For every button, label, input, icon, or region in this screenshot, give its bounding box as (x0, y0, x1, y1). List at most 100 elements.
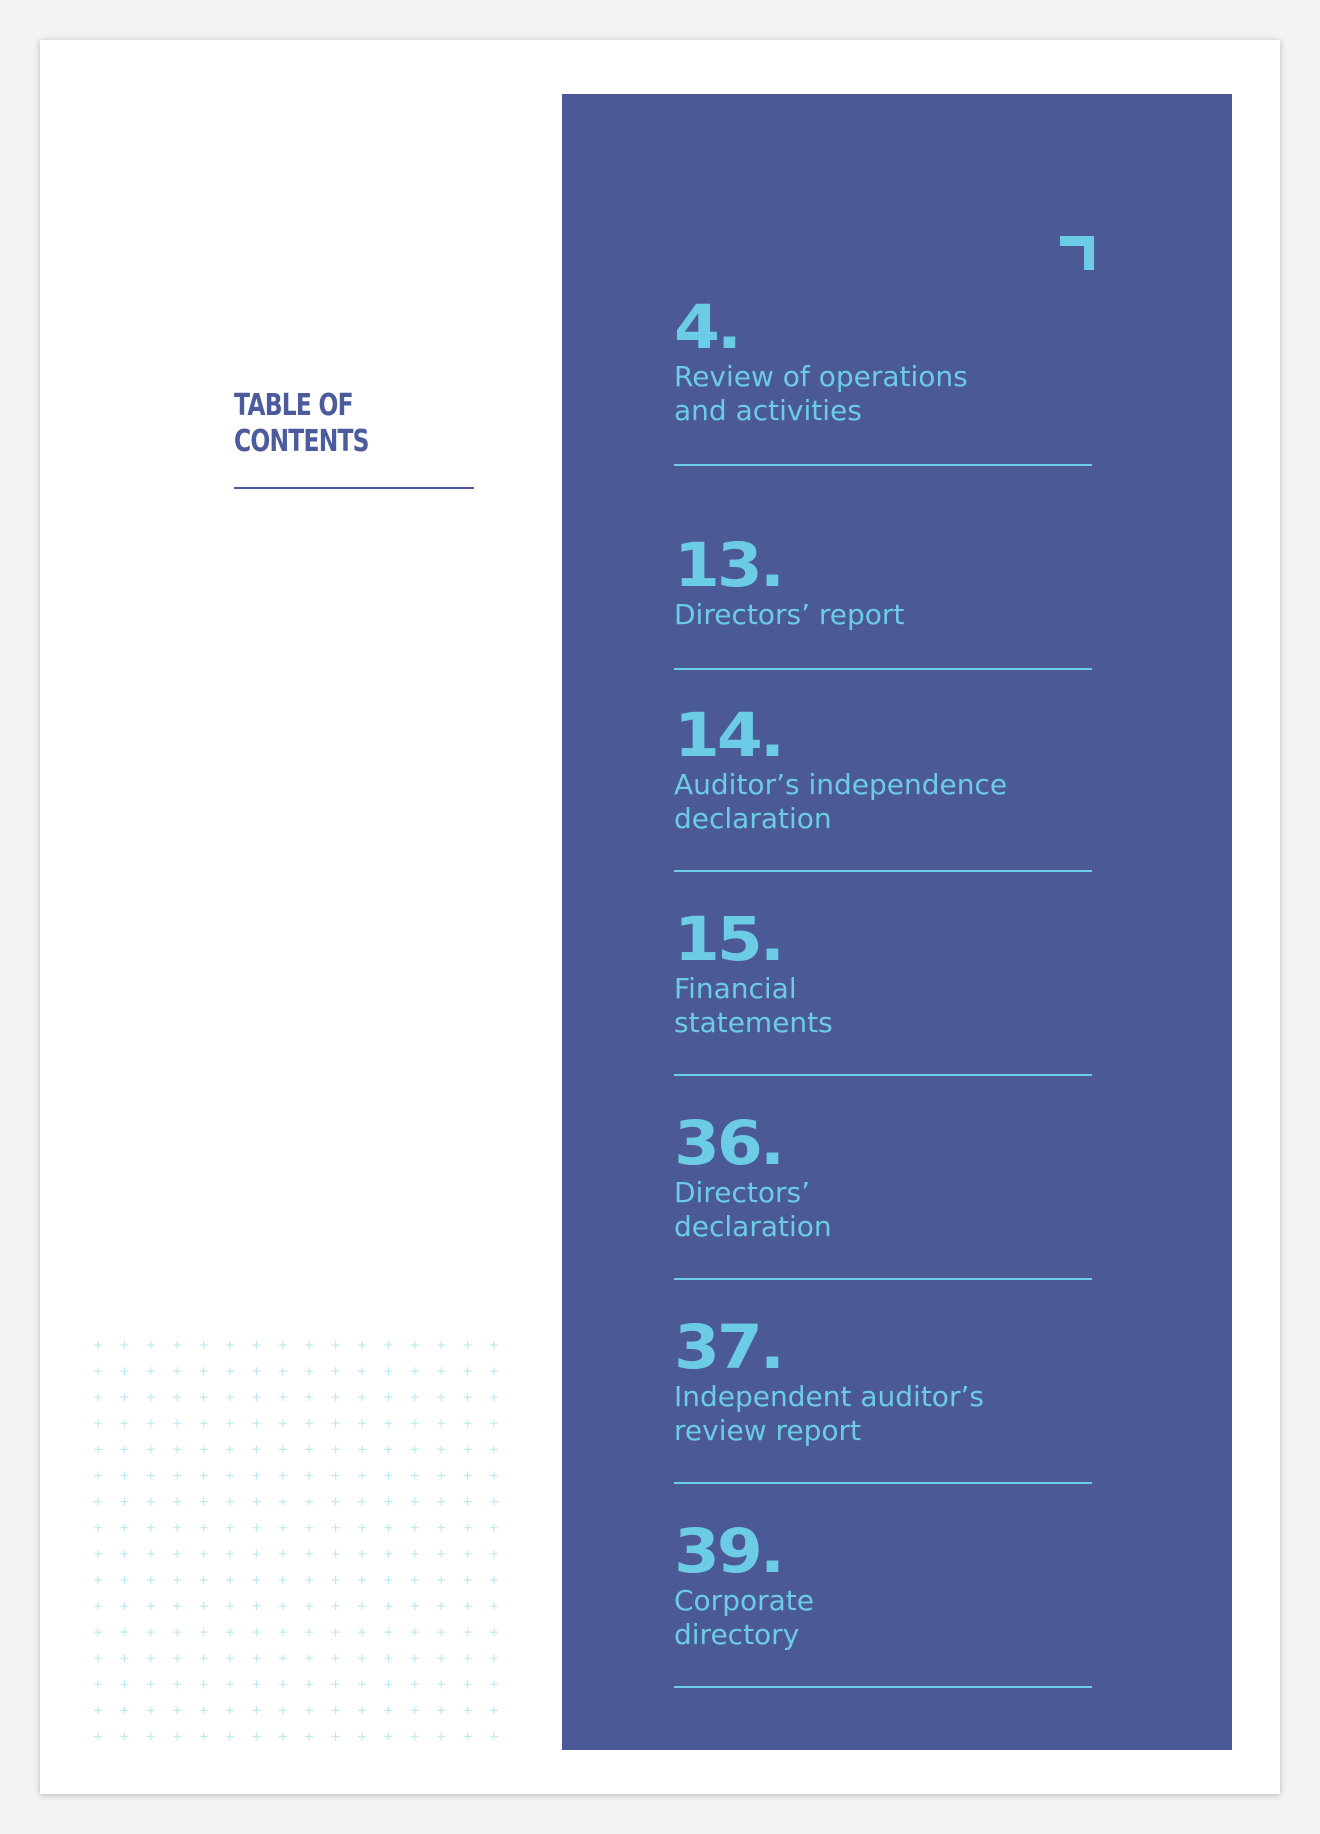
plus-mark (384, 1419, 393, 1428)
plus-mark (278, 1523, 287, 1532)
plus-mark (252, 1419, 261, 1428)
plus-mark (331, 1497, 340, 1506)
plus-mark (358, 1497, 366, 1506)
plus-mark (463, 1393, 472, 1402)
plus-mark (120, 1680, 129, 1689)
plus-mark (490, 1732, 498, 1741)
plus-mark (305, 1419, 314, 1428)
plus-mark (94, 1419, 102, 1428)
entry-page-number: 15. (674, 903, 785, 975)
plus-mark (384, 1732, 393, 1741)
plus-mark (410, 1445, 419, 1454)
plus-mark (252, 1471, 261, 1480)
title-line-2: CONTENTS (234, 424, 370, 459)
plus-mark (463, 1445, 472, 1454)
plus-mark (120, 1497, 129, 1506)
plus-mark (463, 1575, 472, 1584)
toc-entry-review-of-operations[interactable]: 4. Review of operations and activities (674, 292, 1092, 466)
plus-mark (199, 1628, 208, 1637)
entry-divider (674, 1482, 1092, 1484)
plus-mark (120, 1367, 129, 1376)
plus-mark (358, 1549, 366, 1558)
plus-mark (226, 1419, 234, 1428)
plus-mark (120, 1628, 129, 1637)
plus-mark (278, 1341, 287, 1349)
plus-mark (252, 1341, 261, 1349)
plus-mark (278, 1732, 287, 1741)
plus-mark (278, 1575, 287, 1584)
plus-mark (384, 1523, 393, 1532)
plus-mark (358, 1445, 366, 1454)
plus-mark (331, 1602, 340, 1610)
entry-title: Directors’ declaration (674, 1176, 832, 1243)
toc-entry-directors-report[interactable]: 13. Directors’ report (674, 530, 1092, 670)
plus-mark (146, 1549, 155, 1558)
plus-mark (252, 1575, 261, 1584)
plus-mark (490, 1680, 498, 1689)
plus-mark (226, 1549, 234, 1558)
plus-mark (463, 1602, 472, 1610)
plus-mark (490, 1497, 498, 1506)
plus-mark (94, 1341, 102, 1349)
plus-mark (146, 1628, 155, 1637)
toc-entry-independent-auditors-review-report[interactable]: 37. Independent auditor’s review report (674, 1312, 1092, 1484)
entry-title: Auditor’s independence declaration (674, 768, 1008, 835)
plus-mark (358, 1393, 366, 1402)
plus-mark (199, 1367, 208, 1376)
entry-page-number: 4. (674, 291, 742, 363)
entry-page-number: 13. (674, 529, 785, 601)
plus-mark (252, 1680, 261, 1689)
plus-mark (463, 1341, 472, 1349)
plus-mark (94, 1575, 102, 1584)
plus-mark (331, 1393, 340, 1402)
plus-mark (146, 1523, 155, 1532)
toc-entry-auditors-independence-declaration[interactable]: 14. Auditor’s independence declaration (674, 700, 1092, 872)
plus-mark (358, 1680, 366, 1689)
plus-mark (410, 1419, 419, 1428)
plus-mark (331, 1419, 340, 1428)
plus-mark (252, 1654, 261, 1663)
plus-mark (331, 1575, 340, 1584)
plus-mark (437, 1654, 446, 1663)
plus-mark (94, 1445, 102, 1454)
plus-mark (463, 1628, 472, 1637)
plus-mark (305, 1341, 314, 1349)
plus-mark (305, 1575, 314, 1584)
plus-mark (173, 1575, 182, 1584)
plus-mark (173, 1706, 182, 1715)
plus-mark (226, 1680, 234, 1689)
plus-mark (94, 1497, 102, 1506)
plus-mark (437, 1575, 446, 1584)
plus-mark (173, 1419, 182, 1428)
plus-mark (358, 1341, 366, 1349)
plus-mark (278, 1367, 287, 1376)
plus-mark (410, 1471, 419, 1480)
plus-mark (490, 1549, 498, 1558)
plus-mark (490, 1654, 498, 1663)
entry-page-number: 36. (674, 1107, 785, 1179)
plus-mark (173, 1628, 182, 1637)
toc-entry-corporate-directory[interactable]: 39. Corporate directory (674, 1516, 1092, 1688)
plus-mark (252, 1706, 261, 1715)
plus-mark (305, 1602, 314, 1610)
plus-mark (437, 1732, 446, 1741)
toc-entry-directors-declaration[interactable]: 36. Directors’ declaration (674, 1108, 1092, 1280)
plus-mark (331, 1732, 340, 1741)
plus-mark (146, 1602, 155, 1610)
plus-mark (120, 1341, 129, 1349)
plus-mark (252, 1549, 261, 1558)
plus-mark (463, 1419, 472, 1428)
corner-bracket-icon (1060, 236, 1094, 270)
plus-mark (94, 1680, 102, 1689)
page-title: TABLE OF CONTENTS (234, 388, 370, 460)
plus-mark (490, 1393, 498, 1402)
plus-mark (226, 1602, 234, 1610)
plus-mark (490, 1628, 498, 1637)
plus-mark (252, 1628, 261, 1637)
plus-mark (358, 1602, 366, 1610)
plus-mark (384, 1497, 393, 1506)
toc-entry-financial-statements[interactable]: 15. Financial statements (674, 904, 1092, 1076)
plus-mark (199, 1341, 208, 1349)
plus-mark (278, 1654, 287, 1663)
plus-mark (120, 1445, 129, 1454)
